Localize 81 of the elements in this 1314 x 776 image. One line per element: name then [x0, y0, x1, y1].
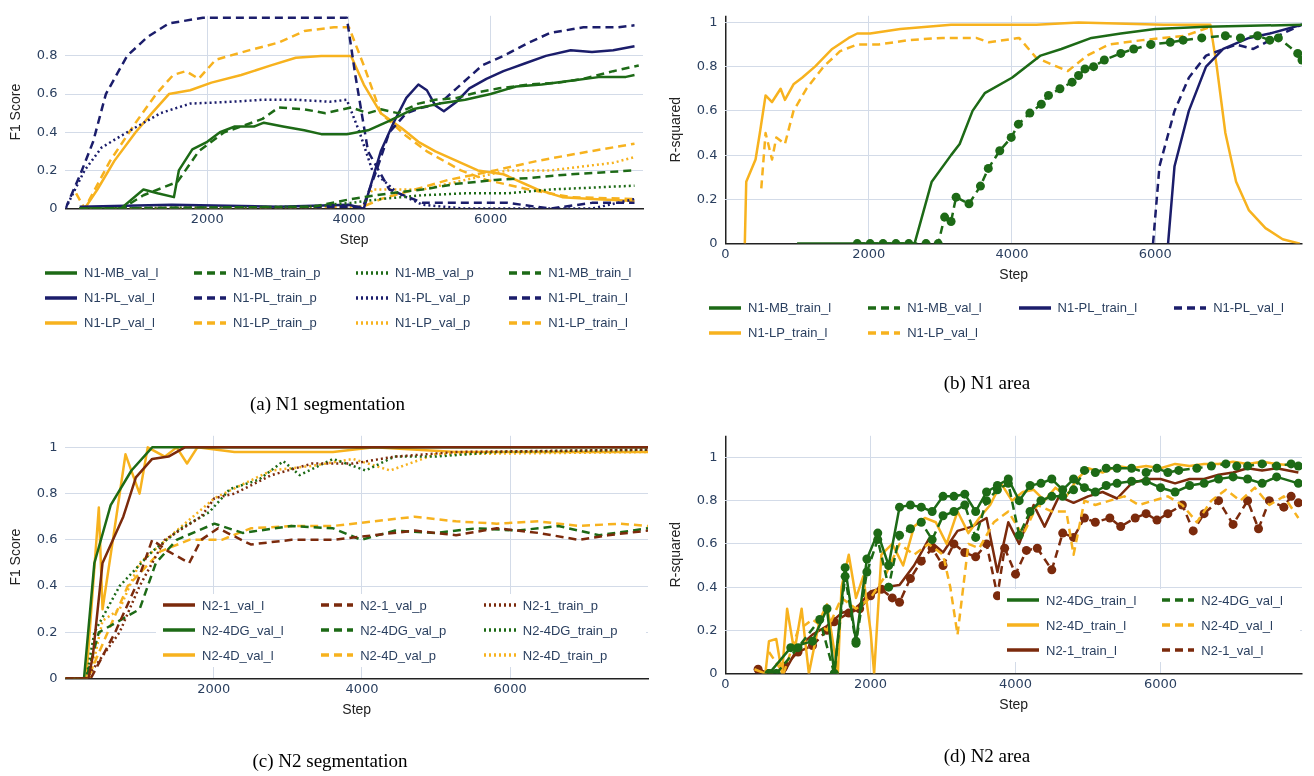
- x-tick-label: 0: [721, 675, 730, 691]
- y-tick-label: 0: [709, 234, 718, 250]
- y-tick-label: 0.6: [696, 102, 718, 118]
- y-tick-label: 0.6: [36, 85, 58, 101]
- legend-label: N1-PL_val_l: [1213, 300, 1284, 315]
- legend-label: N2-4D_val_l: [1201, 617, 1273, 633]
- legend-label: N2-1_val_l: [202, 597, 265, 613]
- x-tick-label: 4000: [345, 680, 379, 696]
- legend-label: N2-1_val_l: [1201, 642, 1264, 658]
- legend-label: N1-LP_val_p: [394, 315, 471, 330]
- legend-label: N2-4DG_val_p: [360, 622, 447, 638]
- x-axis-title: Step: [339, 231, 369, 248]
- y-tick-label: 1: [709, 448, 718, 464]
- legend-label: N2-4D_val_p: [360, 647, 437, 663]
- legend-label: N1-MB_train_l: [548, 265, 632, 280]
- y-tick-label: 0.4: [696, 578, 718, 594]
- y-tick-label: 0.4: [696, 146, 718, 162]
- y-tick-label: 0: [49, 199, 58, 215]
- x-tick-label: 2000: [190, 210, 224, 226]
- y-axis-title: R-squared: [667, 97, 684, 163]
- legend-label: N1-PL_val_l: [84, 290, 155, 305]
- y-tick-label: 0: [709, 664, 718, 680]
- y-tick-label: 0.2: [36, 623, 58, 639]
- y-tick-label: 0.8: [36, 484, 58, 500]
- text: (c) N2 segmentation: [251, 750, 409, 772]
- y-axis-title: F1 Score: [7, 83, 24, 141]
- x-axis-title: Step: [999, 266, 1029, 283]
- legend-label: N1-LP_train_l: [748, 325, 828, 340]
- legend-label: N1-LP_val_l: [907, 325, 978, 340]
- legend-label: N2-1_val_p: [360, 597, 427, 613]
- legend-label: N1-MB_val_l: [907, 300, 982, 315]
- x-tick-label: 2000: [852, 245, 886, 261]
- y-tick-label: 0.4: [36, 123, 58, 139]
- x-tick-label: 2000: [197, 680, 231, 696]
- legend-label: N2-1_train_p: [522, 597, 598, 613]
- y-tick-label: 0.4: [36, 577, 58, 593]
- x-tick-label: 4000: [999, 675, 1033, 691]
- x-tick-label: 6000: [493, 680, 527, 696]
- legend-label: N1-PL_train_l: [1057, 300, 1138, 315]
- legend-label: N1-MB_val_l: [84, 265, 159, 280]
- text: (a) N1 segmentation: [248, 393, 407, 415]
- text: (d) N2 area: [942, 745, 1032, 767]
- legend-label: N1-PL_train_l: [548, 290, 628, 305]
- y-tick-label: 0.2: [696, 621, 718, 637]
- x-tick-label: 2000: [853, 675, 888, 691]
- y-tick-label: 0.6: [696, 535, 718, 551]
- y-axis-title: F1 Score: [7, 528, 24, 586]
- y-tick-label: 0.8: [36, 47, 58, 63]
- x-tick-label: 6000: [1138, 245, 1172, 261]
- x-tick-label: 6000: [474, 210, 508, 226]
- x-axis-title: Step: [342, 701, 372, 718]
- y-tick-label: 1: [709, 13, 718, 29]
- x-tick-label: 0: [721, 245, 730, 261]
- legend-label: N1-PL_val_p: [394, 290, 471, 305]
- y-tick-label: 0.8: [696, 492, 718, 508]
- legend-label: N1-LP_train_l: [548, 315, 628, 330]
- legend-label: N2-4DG_train_p: [522, 622, 618, 638]
- y-tick-label: 1: [49, 438, 58, 454]
- legend-label: N1-MB_train_p: [232, 265, 321, 280]
- x-tick-label: 4000: [995, 245, 1029, 261]
- legend-label: N2-4D_train_l: [1046, 617, 1127, 633]
- y-tick-label: 0.6: [36, 531, 58, 547]
- legend-label: N1-LP_val_l: [84, 315, 155, 330]
- legend-label: N2-4D_train_p: [522, 647, 608, 663]
- x-tick-label: 4000: [332, 210, 366, 226]
- y-tick-label: 0.2: [36, 161, 58, 177]
- y-axis-title: R-squared: [667, 522, 684, 588]
- legend-label: N2-1_train_l: [1046, 642, 1117, 658]
- x-tick-label: 6000: [1144, 675, 1178, 691]
- legend-label: N1-MB_val_p: [394, 265, 474, 280]
- legend-label: N2-4DG_train_l: [1046, 592, 1137, 608]
- legend-label: N2-4D_val_l: [202, 647, 274, 663]
- legend-label: N1-MB_train_l: [748, 300, 832, 315]
- text: (b) N1 area: [942, 372, 1032, 394]
- y-tick-label: 0.2: [696, 190, 718, 206]
- legend-label: N2-4DG_val_l: [202, 622, 284, 638]
- legend-label: N1-LP_train_p: [232, 315, 317, 330]
- x-axis-title: Step: [999, 696, 1029, 713]
- y-tick-label: 0.8: [696, 58, 718, 74]
- legend-label: N1-PL_train_p: [232, 290, 317, 305]
- legend-label: N2-4DG_val_l: [1201, 592, 1283, 608]
